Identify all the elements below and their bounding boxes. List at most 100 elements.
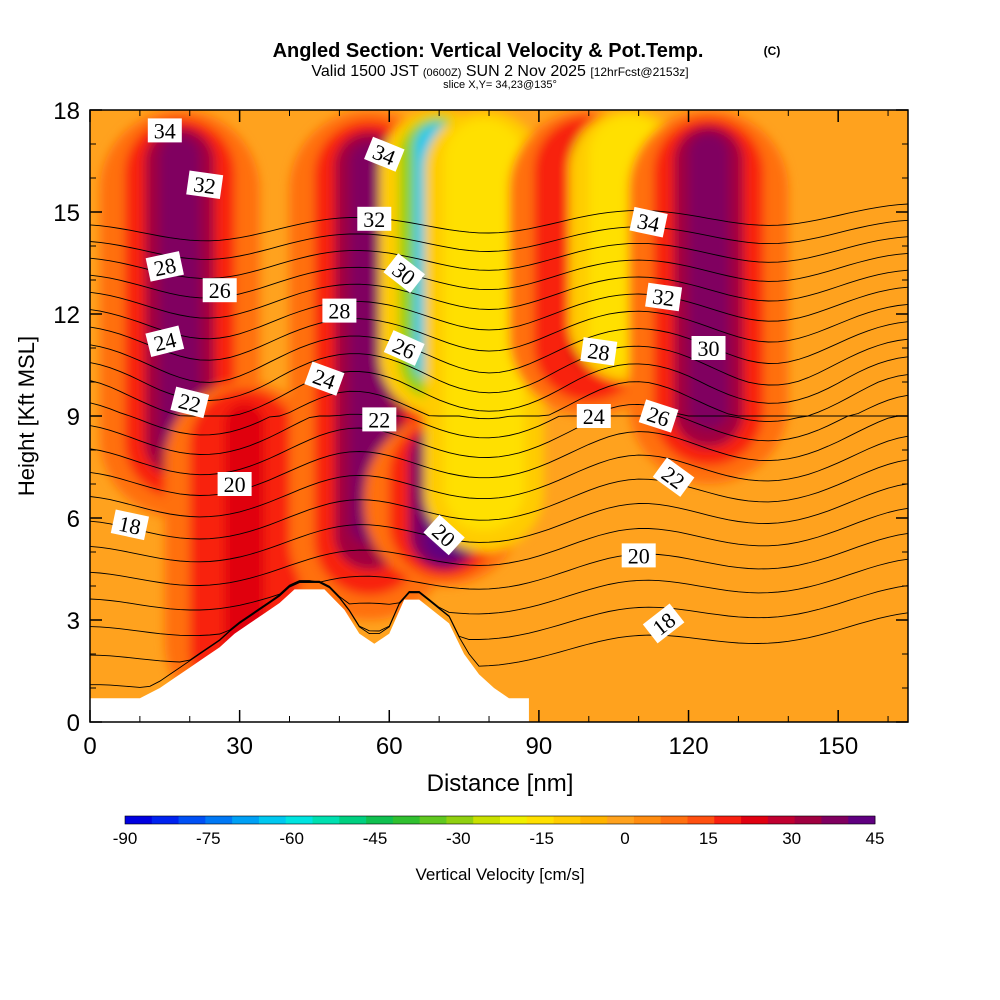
isentrope-25	[90, 394, 908, 455]
colorbar-swatch-2	[178, 816, 206, 824]
y-tick-label-0: 0	[67, 710, 80, 737]
contour-label-16: 34	[629, 206, 668, 238]
colorbar-swatch-24	[767, 816, 796, 824]
contour-label-3: 26	[202, 278, 237, 303]
isentrope-36	[90, 203, 908, 242]
colorbar-tick-label-4: -30	[446, 829, 471, 848]
colorbar-swatch-22	[714, 816, 742, 824]
isentrope-15	[90, 582, 908, 688]
contour-label-11: 28	[322, 298, 357, 324]
x-tick-label-3: 90	[526, 733, 553, 760]
isentrope-27	[90, 356, 908, 417]
colorbar-swatch-13	[473, 816, 501, 824]
contour-label-text-23: 20	[628, 543, 650, 568]
isentrope-22	[90, 435, 908, 518]
contour-label-text-17: 32	[651, 284, 676, 312]
isentrope-19	[90, 507, 908, 586]
y-axis: 0 3 6 9 12 15 18	[53, 98, 908, 737]
contour-label-text-11: 28	[328, 299, 350, 324]
isentrope-16	[90, 581, 908, 663]
isentrope-18	[90, 532, 908, 611]
velocity-feature-5-core-2	[459, 128, 509, 509]
colorbar-swatch-20	[660, 816, 688, 824]
colorbar-swatch-3	[205, 816, 233, 824]
contour-label-0: 34	[147, 118, 182, 143]
isentrope-29	[90, 321, 908, 383]
y-tick-label-5: 15	[53, 200, 80, 227]
contour-label-20: 24	[576, 404, 611, 429]
x-tick-label-2: 60	[376, 733, 403, 760]
colorbar-swatch-12	[446, 816, 474, 824]
y-tick-label-4: 12	[53, 302, 80, 329]
contour-label-6: 20	[217, 472, 252, 497]
colorbar-tick-label-6: 0	[620, 829, 629, 848]
isentrope-17	[90, 558, 908, 637]
colorbar-swatch-0	[125, 816, 153, 824]
colorbar-swatch-6	[285, 816, 313, 824]
y-tick-label-2: 6	[67, 506, 80, 533]
isentrope-28	[90, 338, 908, 401]
contour-label-18: 28	[580, 337, 618, 366]
contour-label-text-9: 32	[363, 207, 385, 232]
contour-label-text-20: 24	[583, 404, 605, 429]
isentrope-31	[90, 286, 908, 340]
title-valid-line: Valid 1500 JST (0600Z) SUN 2 Nov 2025 [1…	[311, 63, 688, 80]
contour-label-1: 32	[186, 170, 224, 199]
colorbar-swatch-11	[419, 816, 447, 824]
x-tick-label-5: 150	[818, 733, 858, 760]
contour-label-text-16: 34	[635, 208, 662, 237]
isentrope-32	[90, 269, 908, 319]
title-slice: slice X,Y= 34,23@135°	[443, 79, 557, 91]
contour-label-text-2: 28	[152, 252, 179, 281]
contour-label-17: 32	[645, 282, 683, 312]
contour-label-4: 24	[145, 325, 185, 357]
isentrope-21	[90, 459, 908, 540]
colorbar-swatch-25	[794, 816, 822, 824]
colorbar-swatch-15	[526, 816, 554, 824]
colorbar-swatch-9	[366, 816, 394, 824]
y-tick-label-1: 3	[67, 608, 80, 635]
contour-label-7: 18	[110, 509, 150, 541]
contour-label-19: 30	[691, 336, 726, 361]
colorbar-swatch-10	[392, 816, 421, 824]
colorbar-swatch-18	[607, 816, 635, 824]
colorbar-swatch-21	[687, 816, 715, 824]
velocity-feature-8-core-3	[688, 133, 729, 430]
x-tick-label-4: 120	[669, 733, 709, 760]
contour-label-text-14: 22	[368, 407, 390, 432]
colorbar-tick-label-1: -75	[196, 829, 221, 848]
contour-label-text-0: 34	[154, 118, 176, 143]
colorbar-swatch-27	[848, 816, 876, 824]
colorbar-swatch-19	[633, 816, 662, 824]
x-tick-label-0: 0	[83, 733, 96, 760]
colorbar-swatch-26	[821, 816, 849, 824]
colorbar-swatch-14	[500, 816, 528, 824]
y-tick-label-6: 18	[53, 98, 80, 125]
colorbar-swatch-8	[339, 816, 367, 824]
colorbar-tick-label-0: -90	[113, 829, 138, 848]
isentrope-26	[90, 374, 908, 436]
contour-label-text-19: 30	[698, 336, 720, 361]
contour-label-text-1: 32	[192, 171, 217, 199]
contour-label-14: 22	[362, 407, 397, 432]
velocity-feature-2-core-3	[349, 142, 390, 546]
colorbar-swatch-16	[553, 816, 581, 824]
contour-label-text-7: 18	[116, 511, 143, 540]
colorbar-tick-label-3: -45	[363, 829, 388, 848]
colorbar-swatch-4	[232, 816, 260, 824]
isentrope-35	[90, 219, 908, 260]
colorbar-border	[124, 815, 876, 825]
colorbar-swatch-5	[258, 816, 287, 824]
contour-label-text-3: 26	[209, 278, 231, 303]
colorbar-swatch-17	[580, 816, 608, 824]
contour-label-9: 32	[357, 206, 392, 232]
x-axis: 0 30 60 90 120 150	[83, 110, 889, 760]
title-main: Angled Section: Vertical Velocity & Pot.…	[273, 40, 704, 62]
contour-label-text-18: 28	[586, 338, 611, 366]
x-tick-label-1: 30	[226, 733, 253, 760]
y-axis-label: Height [Kft MSL]	[14, 336, 39, 496]
colorbar-tick-label-8: 30	[782, 829, 801, 848]
